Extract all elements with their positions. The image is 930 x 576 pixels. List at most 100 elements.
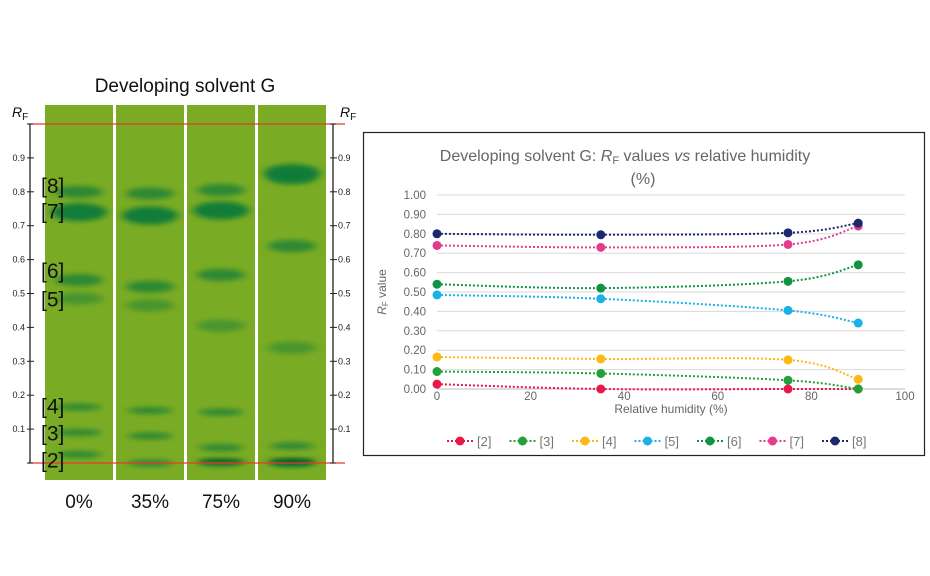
y-tick-label: 0.10 [404,365,426,377]
compound-label: [5] [41,289,64,312]
y-tick-label: 0.70 [404,248,426,260]
chart-title-line2: (%) [631,171,656,188]
rf-tick-label: 0.2 [12,390,25,400]
data-point [783,305,793,315]
series-line [436,355,859,381]
series-line [436,383,859,391]
data-point [596,283,606,293]
data-point [853,218,863,228]
legend-label: [2] [477,434,491,449]
plate-title: Developing solvent G [95,76,276,97]
lane-label: 35% [131,492,169,513]
compound-label: [2] [41,450,64,473]
x-tick-label: 100 [895,391,914,403]
data-point [596,294,606,304]
data-point [596,242,606,252]
spot-8 [264,164,320,183]
series-line [436,225,859,249]
legend-marker [455,436,465,446]
lane-label: 0% [65,492,93,513]
x-tick-label: 80 [805,391,818,403]
rf-tick-label: 0.3 [12,356,25,366]
spot-6 [55,273,103,286]
data-point [853,374,863,384]
legend-item: [2] [447,434,491,449]
compound-label: [7] [41,200,64,223]
data-point [596,354,606,364]
y-tick-label: 0.40 [404,306,426,318]
spot-5 [268,341,316,354]
rf-tick-label: 0.4 [338,322,351,332]
data-point [596,230,606,240]
data-point [596,384,606,394]
plate-lane: 90% [258,105,326,513]
data-point [783,276,793,286]
spot-6 [197,268,245,281]
spot-3 [128,432,172,440]
legend-label: [8] [852,434,866,449]
spot-6 [126,280,174,293]
rf-tick-label: 0.1 [12,424,25,434]
legend-marker [580,436,590,446]
data-point [853,260,863,270]
y-tick-label: 0.50 [404,287,426,299]
chart-frame [362,131,926,457]
spot-3 [57,428,101,436]
rf-tick-label: 0.9 [12,153,25,163]
series-6 [432,260,863,293]
plate-lane: 35% [116,105,184,513]
spot-4 [57,403,101,411]
legend-item: [7] [759,434,804,449]
spot-7 [193,201,249,220]
rf-chart: Developing solvent G: RF values vs relat… [362,131,926,457]
x-tick-label: 40 [618,391,631,403]
spot-8 [55,185,103,198]
spot-8 [126,187,174,200]
legend-item: [8] [822,434,866,449]
rf-tick-label: 0.9 [338,153,351,163]
series-5 [432,290,863,328]
y-tick-label: 0.90 [404,209,426,221]
spot-6 [268,240,316,253]
lane-label: 75% [202,492,240,513]
legend-label: [5] [665,434,679,449]
lane-strip [187,105,255,480]
spot-5 [126,299,174,312]
compound-label: [8] [41,175,64,198]
spot-5 [197,319,245,332]
rf-tick-label: 0.5 [338,289,351,299]
series-line [436,263,859,290]
data-point [783,355,793,365]
series-4 [432,352,863,384]
data-point [783,384,793,394]
data-point [432,279,442,289]
spot-7 [122,206,178,225]
rf-tick-label: 0.5 [12,289,25,299]
series-8 [432,218,863,240]
x-tick-label: 60 [711,391,724,403]
spot-2 [57,451,101,459]
spot-7 [51,203,107,222]
rf-tick-label: 0.8 [12,187,25,197]
data-point [783,239,793,249]
rf-tick-label: 0.7 [12,221,25,231]
y-tick-label: 0.60 [404,268,426,280]
data-point [432,379,442,389]
legend-item: [3] [509,434,554,449]
data-point [853,318,863,328]
compound-label: [6] [41,260,64,283]
rf-label-right: RF [340,104,356,123]
lane-strip [258,105,326,480]
series-line [436,370,859,390]
rf-tick-label: 0.6 [12,255,25,265]
data-point [783,375,793,385]
x-axis-label: Relative humidity (%) [614,402,727,416]
series-line [436,293,859,325]
rf-tick-label: 0.8 [338,187,351,197]
x-tick-label: 20 [524,391,537,403]
spot-8 [197,184,245,197]
data-point [783,228,793,238]
legend-marker [768,436,777,446]
data-point [432,240,442,250]
series-3 [432,367,863,394]
